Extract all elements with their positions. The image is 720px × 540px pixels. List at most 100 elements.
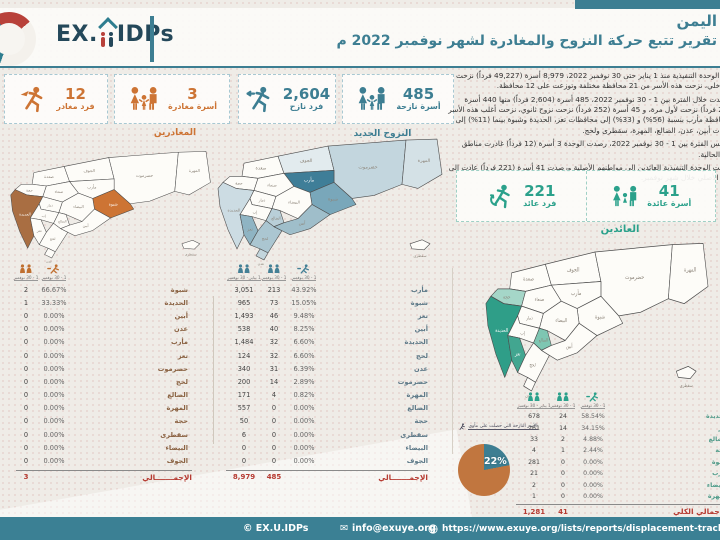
cell-nov: 14 xyxy=(559,424,567,432)
stat-returned-families: 41 أسرة عائدة xyxy=(587,171,716,221)
table-row: 0 0 0.00% الجوف xyxy=(226,454,428,467)
map-region-label: صنعاء xyxy=(267,182,277,187)
table-total-row: 3 الإجمـــــــالي xyxy=(16,469,192,482)
governorate-name: الجوف xyxy=(406,457,428,466)
cell-nov: 1 xyxy=(561,447,565,455)
map-region-label: مأرب xyxy=(304,176,315,183)
cell-nov: 32 xyxy=(269,351,279,360)
map-region-label: سقطرى xyxy=(680,383,694,389)
table-row: 0 0.00% مأرب xyxy=(16,336,192,349)
displacement-table: 1 يناير - 30 نوفمبر 1 - 30 نوفمبر 1 - 30 ن… xyxy=(226,256,428,482)
stat-label: أسرة مغادرة xyxy=(168,101,217,111)
governorate-name: شبوة xyxy=(170,285,188,294)
footer-url-link[interactable]: https://www.exuye.org/lists/reports/disp… xyxy=(428,517,720,540)
map-region-label: لحج xyxy=(529,363,535,369)
cell-count: 1 xyxy=(23,298,29,307)
table-row: 2 66.67% شبوة xyxy=(16,283,192,296)
stat-value: 221 xyxy=(524,182,556,201)
map-region-abyan xyxy=(60,208,111,237)
table-row: 124 32 6.60% لحج xyxy=(226,349,428,362)
cell-pct: 15.05% xyxy=(291,298,317,307)
map-region-label: أبين xyxy=(83,223,89,228)
cell-pct: 0.00% xyxy=(43,391,65,400)
cell-pct: 0.00% xyxy=(43,404,65,413)
total-value: 8,979 xyxy=(232,473,256,482)
footer-bar: © EX.U.IDPs ✉ info@exuye.org https://www… xyxy=(0,517,720,540)
governorate-name: حجة xyxy=(174,417,188,426)
table-row: 3,051 213 43.92% مأرب xyxy=(226,283,428,296)
report-title: تقرير تتبع حركة النزوح والمغادرة لشهر نو… xyxy=(336,33,717,49)
cell-nov: 0 xyxy=(271,417,277,426)
paragraph: خلال نفس الفترة بين 1 - 30 نوفمبر 2022، … xyxy=(461,139,720,159)
cell-nov: 32 xyxy=(269,338,279,347)
family-icon xyxy=(358,87,385,110)
cell-cum: 6 xyxy=(241,430,247,439)
cell-count: 0 xyxy=(23,443,29,452)
governorate-name: البيضاء xyxy=(165,443,188,452)
departing-person-icon xyxy=(20,86,43,113)
table-row: 0 0.00% لحج xyxy=(16,375,192,388)
governorate-name: تعز xyxy=(682,425,720,432)
cell-pct: 43.92% xyxy=(291,285,317,294)
table-row: 678 24 58.54% الحديدة xyxy=(516,411,720,422)
map-region-label: حجة xyxy=(26,188,33,192)
top-accent-bar xyxy=(575,0,720,9)
returnees-table: 1 يناير - 30 نوفمبر 1 - 30 نوفمبر 1 - 30 ن… xyxy=(516,384,720,516)
logo-text-left: EX. xyxy=(56,22,98,47)
column-period-label: 1 - 30 نوفمبر xyxy=(41,275,67,281)
cell-pct: 0.00% xyxy=(293,443,315,452)
map-region-label: حجة xyxy=(235,180,243,185)
map-region-abyan xyxy=(273,204,331,236)
cell-count: 0 xyxy=(23,391,29,400)
cell-pct: 34.15% xyxy=(581,424,605,432)
cell-nov: 46 xyxy=(269,311,279,320)
map-region-label: الحديدة xyxy=(228,208,241,213)
departures-table: 1 - 30 نوفمبر 1 - 30 نوفمبر 2 66.67% شبوة 1 33… xyxy=(13,256,192,482)
map-region-label: أبين xyxy=(299,220,306,226)
governorate-name: الجوف xyxy=(166,457,188,466)
cell-nov: 31 xyxy=(269,364,279,373)
cell-pct: 0.00% xyxy=(43,325,65,334)
table-row: 50 0 0.00% حجة xyxy=(226,415,428,428)
table-row: 0 0.00% الضالع xyxy=(16,389,192,402)
pie-caption-text: الأسر النازحة التي حصلت على مأوى xyxy=(468,424,538,430)
governorate-name: الضالع xyxy=(708,435,720,443)
column-period-label: 1 - 30 نوفمبر xyxy=(580,403,606,409)
cell-cum: 538 xyxy=(237,325,251,334)
cell-pct: 9.48% xyxy=(293,311,315,320)
stat-value: 485 xyxy=(402,85,435,104)
footer-email-link[interactable]: ✉ info@exuye.org xyxy=(340,517,436,540)
table-row: 0 0.00% عدن xyxy=(16,323,192,336)
exu-idps-logo: EX. IDPs xyxy=(56,17,174,47)
map-region-aden xyxy=(255,248,269,261)
map-region-abyan xyxy=(541,322,598,361)
globe-icon xyxy=(428,523,438,534)
map-region-label: الجوف xyxy=(567,267,580,274)
governorate-name: عدن xyxy=(174,325,188,334)
copyright-text: © EX.U.IDPs xyxy=(243,523,309,534)
governorate-name: شبوة xyxy=(711,458,720,466)
map-region-label: عدن xyxy=(46,259,52,263)
table-row: 0 0.00% أبين xyxy=(16,309,192,322)
map-region-label: ذمار xyxy=(258,197,266,202)
governorate-name: لحج xyxy=(176,377,188,386)
stat-value: 41 xyxy=(658,182,680,201)
country-title: اليمن xyxy=(676,12,717,30)
map-region-label: الضالع xyxy=(539,337,548,343)
map-departures: صعدة الجوف حضرموت المهرة مأرب شبوة حجة الحديدة ص… xyxy=(10,151,211,263)
map-region-label: الحديدة xyxy=(495,328,508,335)
cell-pct: 0.00% xyxy=(583,470,603,478)
map-region-label: تعز xyxy=(514,352,521,358)
cell-pct: 0.00% xyxy=(43,351,65,360)
table-row: 965 73 15.05% شبوة xyxy=(226,296,428,309)
stat-value: 3 xyxy=(187,85,198,104)
governorate-name: البيضاء xyxy=(706,481,720,489)
map-region-mahrah xyxy=(174,151,211,196)
map-region-label: حضرموت xyxy=(358,165,377,170)
url-text: https://www.exuye.org/lists/reports/disp… xyxy=(442,523,720,534)
cell-cum: 557 xyxy=(237,404,251,413)
cell-pct: 0.00% xyxy=(293,404,315,413)
cell-nov: 40 xyxy=(269,325,279,334)
map-region-socotra xyxy=(409,239,431,251)
logo-people-icon xyxy=(97,17,118,47)
